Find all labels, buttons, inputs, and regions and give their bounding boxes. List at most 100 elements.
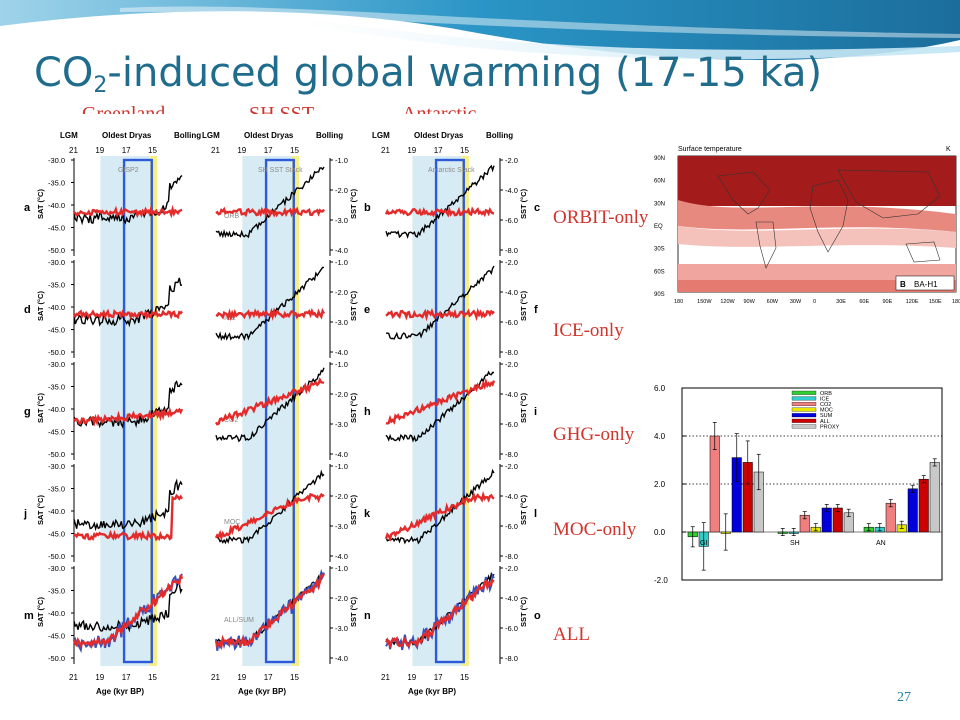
legend-swatch [791, 407, 817, 412]
y-tick-label: -2.0 [335, 288, 348, 297]
legend-swatch [791, 396, 817, 401]
y-axis-label: SST (°C) [349, 392, 358, 423]
age-tick-top: 17 [122, 146, 131, 155]
y-tick-label: -45.0 [48, 428, 65, 437]
timeseries-figure: LGM Oldest Dryas Bolling 21 21 19 19 17 17 15 15 Ag… [8, 114, 550, 712]
legend-swatch [791, 418, 817, 423]
highlight-window-17-15ka [264, 158, 295, 664]
series-model-red [72, 574, 184, 649]
model-label-ghg: GHG-only [553, 424, 635, 445]
y-tick-label: -3.0 [335, 420, 348, 429]
y-tick-label: -2.0 [335, 594, 348, 603]
y-tick-label: -4.0 [505, 288, 518, 297]
map-lon-tick: 120W [720, 299, 735, 305]
bar-y-tick-label: -2.0 [654, 576, 668, 585]
legend-swatch [791, 424, 817, 429]
series-proxy-black [73, 478, 183, 532]
legend-label: CO2 [820, 402, 831, 408]
age-tick-top: 17 [264, 146, 273, 155]
record-label: Antarctic Stack [428, 167, 475, 174]
age-tick-top: 21 [69, 146, 78, 155]
age-tick-bottom: 21 [211, 673, 220, 682]
y-tick-label: -3.0 [335, 216, 348, 225]
series-proxy-black [73, 380, 183, 429]
age-tick-bottom: 19 [407, 673, 416, 682]
label-lgm: LGM [372, 131, 390, 140]
series-model-red [385, 307, 495, 322]
panel-letter: d [24, 304, 31, 316]
age-tick-top: 19 [95, 146, 104, 155]
y-tick-label: -4.0 [505, 390, 518, 399]
y-tick-label: -30.0 [48, 156, 65, 165]
legend-label: PROXY [820, 424, 840, 430]
panel-letter: e [364, 304, 370, 316]
continent-outline [837, 169, 941, 219]
series-model-red [73, 493, 184, 542]
age-tick-bottom: 15 [290, 673, 299, 682]
series-model-red [72, 406, 184, 427]
y-axis-label: SAT (°C) [36, 189, 45, 219]
y-tick-label: -50.0 [48, 348, 65, 357]
series-model-red [73, 204, 183, 219]
y-tick-label: -4.0 [335, 348, 348, 357]
y-axis-label: SST (°C) [349, 188, 358, 219]
map-lon-tick: 180 [674, 299, 683, 305]
y-axis-label: SST (°C) [519, 494, 528, 525]
model-label-all: ALL [553, 624, 590, 645]
bar-chart-background [646, 378, 946, 588]
series-proxy-black [73, 175, 183, 226]
x-axis-label: Age (kyr BP) [408, 687, 456, 696]
y-tick-label: -2.0 [505, 564, 518, 573]
series-model-red [384, 206, 495, 218]
label-oldest-dryas: Oldest Dryas [414, 131, 464, 140]
bolling-shading [291, 156, 300, 666]
panel-letter: n [364, 610, 371, 622]
y-tick-label: -8.0 [505, 246, 518, 255]
bar-group-label: AN [876, 540, 886, 547]
bar-proxy-an [929, 462, 940, 533]
experiment-label: ALL/SUM [224, 617, 254, 624]
y-axis-label: SST (°C) [519, 290, 528, 321]
y-tick-label: -35.0 [48, 179, 65, 188]
y-tick-label: -30.0 [48, 360, 65, 369]
y-tick-label: -45.0 [48, 530, 65, 539]
y-tick-label: -50.0 [48, 246, 65, 255]
label-lgm: LGM [202, 131, 220, 140]
y-tick-label: -8.0 [505, 348, 518, 357]
experiment-label: ORB [224, 213, 240, 220]
continent-outline [905, 241, 941, 263]
x-axis-label: Age (kyr BP) [96, 687, 144, 696]
series-model-red [215, 206, 325, 219]
record-label: GISP2 [118, 167, 139, 174]
y-axis-label: SST (°C) [349, 494, 358, 525]
age-tick-bottom: 21 [69, 673, 78, 682]
label-lgm: LGM [60, 131, 78, 140]
label-bolling: Bolling [486, 131, 513, 140]
age-tick-bottom: 17 [434, 673, 443, 682]
y-tick-label: -4.0 [335, 450, 348, 459]
record-label: SH SST Stack [258, 167, 303, 174]
map-lon-tick: 60E [859, 299, 869, 305]
panel-letter: i [534, 406, 537, 418]
y-tick-label: -50.0 [48, 552, 65, 561]
y-tick-label: -30.0 [48, 462, 65, 471]
y-tick-label: -35.0 [48, 587, 65, 596]
continent-outline [717, 171, 771, 215]
series-model-red [72, 308, 183, 321]
map-title: Surface temperature [678, 146, 742, 153]
legend-label: ALL [820, 419, 830, 425]
age-tick-top: 17 [434, 146, 443, 155]
y-tick-label: -3.0 [335, 624, 348, 633]
age-tick-top: 19 [407, 146, 416, 155]
y-tick-label: -2.0 [335, 492, 348, 501]
map-lon-tick: 90W [744, 299, 756, 305]
y-tick-label: -1.0 [335, 360, 348, 369]
map-lon-tick: 30E [836, 299, 846, 305]
y-axis-label: SST (°C) [519, 596, 528, 627]
legend-swatch [791, 413, 817, 418]
panel-letter: j [23, 508, 27, 520]
y-tick-label: -45.0 [48, 326, 65, 335]
map-lon-tick: 120E [906, 299, 919, 305]
map-lon-tick: 60W [767, 299, 779, 305]
x-axis-label: Age (kyr BP) [238, 687, 286, 696]
